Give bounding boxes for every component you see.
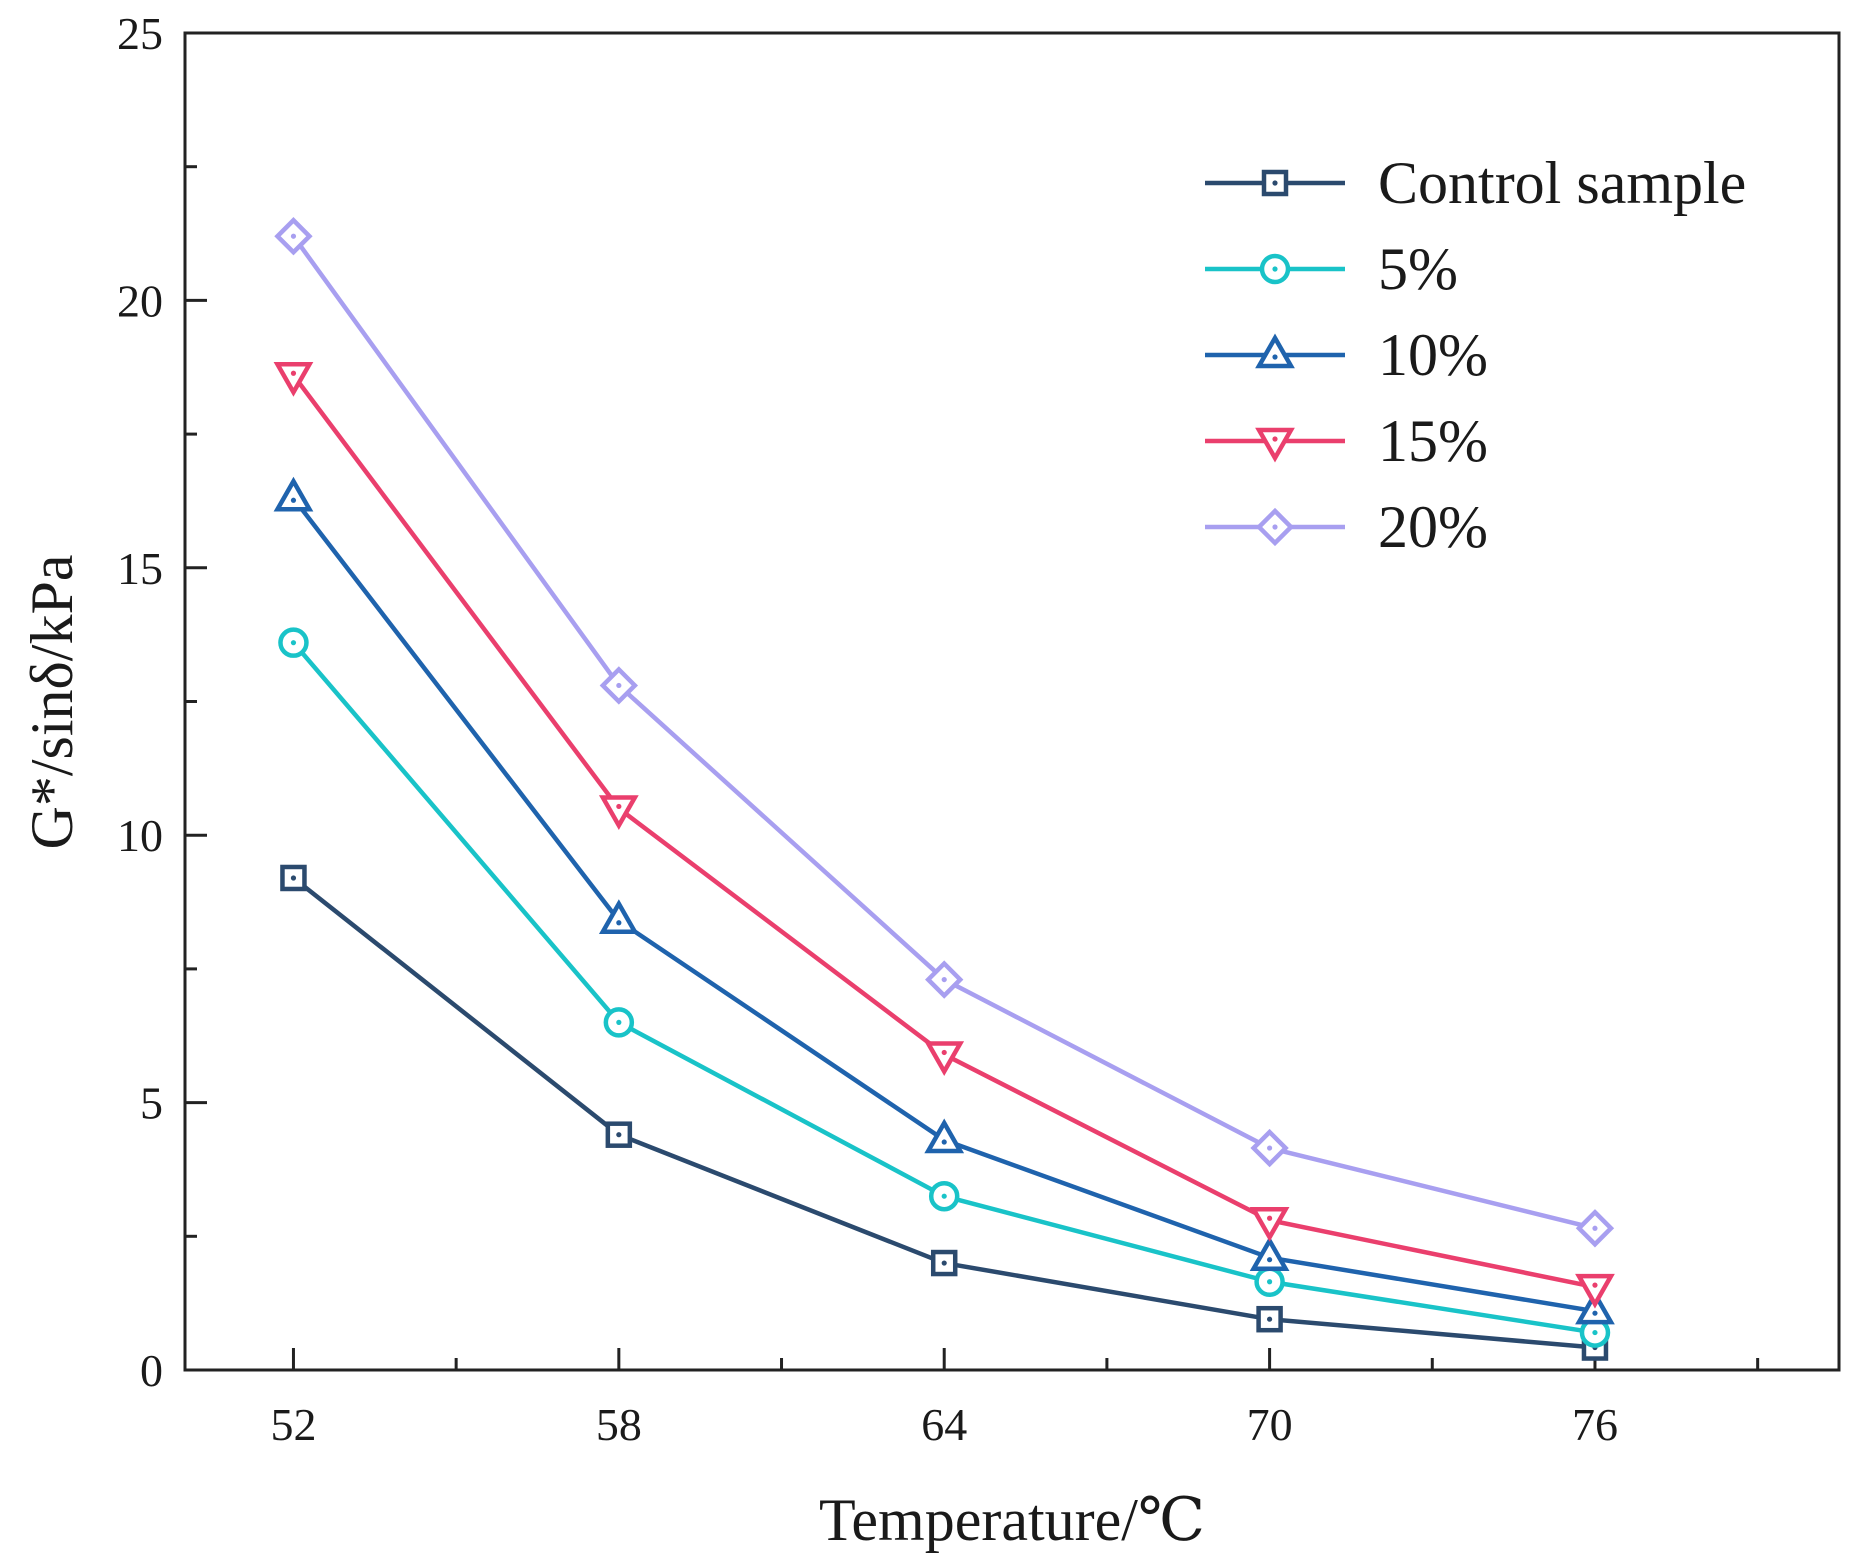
y-tick-label: 15 — [117, 543, 163, 594]
data-point-marker-center-dot — [941, 1260, 947, 1266]
series-1 — [280, 864, 1609, 1361]
legend-item: Control sample — [1205, 150, 1746, 216]
data-point-marker-center-dot — [1266, 1279, 1273, 1285]
legend-item: 20% — [1205, 494, 1488, 560]
data-point-marker-center-dot — [616, 1132, 622, 1138]
y-tick-label: 0 — [140, 1345, 163, 1396]
data-point-marker-center-dot — [1592, 1310, 1598, 1316]
data-point-marker — [273, 476, 314, 512]
data-point-marker — [273, 362, 314, 397]
data-point-marker-center-dot — [1266, 1145, 1273, 1151]
data-point-marker-center-dot — [941, 976, 947, 983]
legend-swatch-marker-center-dot — [1272, 180, 1278, 186]
data-point-marker-center-dot — [1592, 1282, 1598, 1288]
data-point-marker-center-dot — [616, 803, 622, 810]
y-axis-ticks: 0 5 10 15 20 25 — [117, 8, 207, 1396]
legend-swatch-marker-center-dot — [1272, 436, 1278, 442]
legend-label: 15% — [1378, 408, 1488, 474]
series-3 — [273, 476, 1615, 1325]
legend: Control sample 5% 10% 15% 20% — [1205, 150, 1746, 560]
data-point-marker-center-dot — [616, 682, 622, 689]
series-5 — [274, 217, 1615, 1248]
x-tick-label: 76 — [1572, 1399, 1618, 1450]
legend-item: 10% — [1205, 322, 1488, 388]
x-tick-label: 52 — [270, 1399, 316, 1450]
legend-swatch-marker-center-dot — [1272, 524, 1278, 530]
legend-item: 5% — [1205, 236, 1458, 302]
data-point-marker-center-dot — [290, 370, 297, 376]
data-point-marker-center-dot — [616, 920, 622, 926]
legend-swatch-marker — [1255, 427, 1295, 463]
data-point-marker-center-dot — [1592, 1329, 1598, 1336]
x-tick-label: 70 — [1247, 1399, 1293, 1450]
data-point-marker — [1249, 1207, 1290, 1242]
series-2 — [278, 627, 1611, 1348]
x-axis-title: Temperature/℃ — [819, 1487, 1205, 1553]
data-point-marker-center-dot — [290, 640, 297, 646]
y-tick-label: 25 — [117, 8, 163, 59]
y-tick-label: 5 — [140, 1078, 163, 1129]
x-axis-ticks: 52 58 64 70 76 — [270, 1348, 1760, 1450]
data-point-marker-center-dot — [290, 233, 297, 239]
data-point-marker-center-dot — [941, 1139, 947, 1145]
legend-swatch-marker-center-dot — [1272, 266, 1278, 272]
data-point-marker-center-dot — [290, 497, 297, 503]
data-point-marker-center-dot — [1266, 1215, 1273, 1221]
x-tick-label: 58 — [596, 1399, 642, 1450]
y-tick-label: 10 — [117, 810, 163, 861]
legend-label: 20% — [1378, 494, 1488, 560]
data-point-marker-center-dot — [290, 875, 297, 881]
y-tick-label: 20 — [117, 275, 163, 326]
data-point-marker-center-dot — [941, 1049, 947, 1056]
data-point-marker — [598, 795, 639, 830]
y-axis-title: G*/sinδ/kPa — [19, 555, 85, 850]
legend-label: 5% — [1378, 236, 1458, 302]
x-tick-label: 64 — [921, 1399, 967, 1450]
data-point-marker-center-dot — [1266, 1316, 1273, 1322]
legend-label: Control sample — [1378, 150, 1746, 216]
legend-swatch-marker — [1255, 333, 1295, 369]
data-point-marker — [598, 899, 639, 935]
data-point-marker — [924, 1041, 965, 1077]
data-point-marker-center-dot — [1592, 1225, 1598, 1231]
data-point-marker-center-dot — [941, 1193, 947, 1199]
data-point-marker-center-dot — [616, 1019, 622, 1025]
data-point-marker-center-dot — [1266, 1257, 1273, 1263]
series-4 — [273, 362, 1615, 1309]
legend-swatch-marker-center-dot — [1272, 354, 1278, 360]
data-point-marker — [924, 1118, 965, 1154]
plot-frame — [183, 31, 1841, 1372]
data-point-marker — [1575, 1273, 1615, 1309]
legend-item: 15% — [1205, 408, 1488, 474]
series-layer — [273, 217, 1615, 1361]
legend-label: 10% — [1378, 322, 1488, 388]
data-point-marker — [1249, 1236, 1290, 1271]
